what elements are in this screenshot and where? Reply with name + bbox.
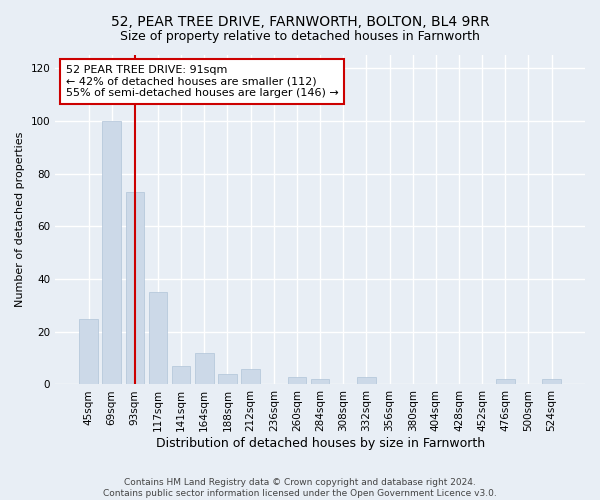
Bar (287, 376, 306, 384)
Bar (241, 368, 260, 384)
Bar (357, 376, 376, 384)
Bar (79, 318, 98, 384)
Bar (195, 353, 214, 384)
X-axis label: Distribution of detached houses by size in Farnworth: Distribution of detached houses by size … (155, 437, 485, 450)
Text: Contains HM Land Registry data © Crown copyright and database right 2024.
Contai: Contains HM Land Registry data © Crown c… (103, 478, 497, 498)
Bar (172, 366, 190, 384)
Text: 52, PEAR TREE DRIVE, FARNWORTH, BOLTON, BL4 9RR: 52, PEAR TREE DRIVE, FARNWORTH, BOLTON, … (110, 15, 490, 29)
Text: 52 PEAR TREE DRIVE: 91sqm
← 42% of detached houses are smaller (112)
55% of semi: 52 PEAR TREE DRIVE: 91sqm ← 42% of detac… (66, 65, 338, 98)
Text: Size of property relative to detached houses in Farnworth: Size of property relative to detached ho… (120, 30, 480, 43)
Bar (218, 374, 237, 384)
Bar (125, 192, 144, 384)
Bar (103, 121, 121, 384)
Bar (311, 379, 329, 384)
Y-axis label: Number of detached properties: Number of detached properties (15, 132, 25, 308)
Bar (149, 292, 167, 384)
Bar (496, 379, 515, 384)
Bar (542, 379, 561, 384)
